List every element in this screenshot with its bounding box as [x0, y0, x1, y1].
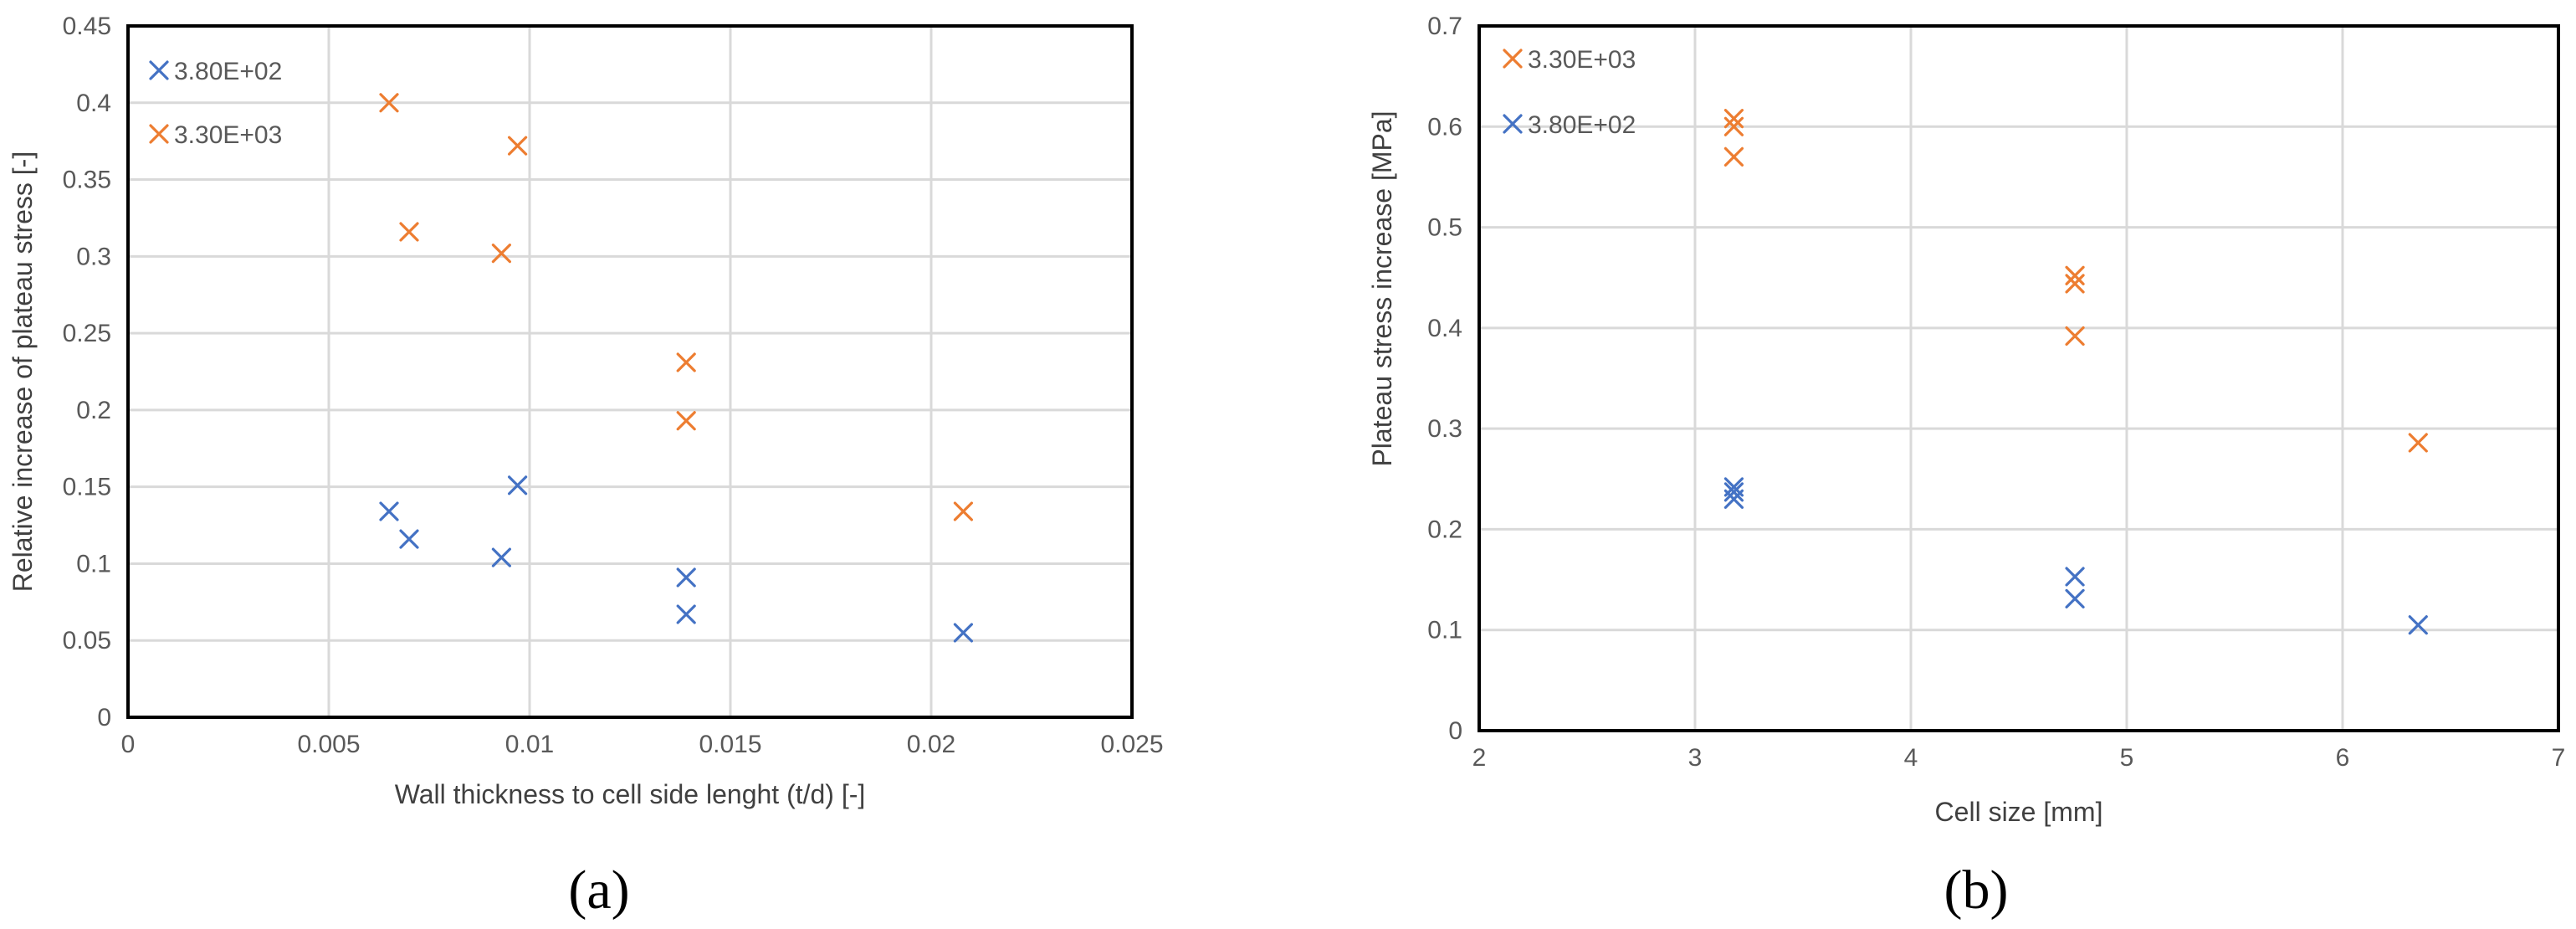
data-point: [953, 501, 973, 521]
data-point: [399, 222, 419, 242]
data-point: [676, 352, 696, 372]
chart-a-y-axis-title: Relative increase of plateau stress [-]: [8, 151, 38, 592]
legend-label: 3.80E+02: [174, 58, 282, 85]
chart-a-plot-frame: [126, 24, 1134, 719]
data-point: [2065, 588, 2085, 609]
data-point: [508, 475, 528, 495]
data-point: [1723, 489, 1744, 509]
y-tick-label: 0.3: [1427, 415, 1462, 443]
x-tick-label: 0.015: [699, 731, 761, 758]
chart-b-ticks: 0 0.1 0.2 0.3 0.4 0.5 0.6 0.7 2 3 4 5 6 7: [1427, 13, 2565, 772]
data-point: [676, 604, 696, 624]
data-point: [1723, 116, 1744, 136]
y-tick-label: 0.05: [63, 627, 111, 654]
y-tick-label: 0.2: [76, 397, 111, 424]
data-point: [2408, 433, 2428, 453]
x-tick-label: 7: [2552, 744, 2566, 772]
x-tick-label: 0.01: [505, 731, 554, 758]
data-point: [399, 529, 419, 549]
x-tick-label: 0: [121, 731, 136, 758]
data-point: [379, 93, 399, 113]
y-tick-label: 0: [97, 704, 111, 731]
data-point: [491, 244, 511, 264]
x-tick-label: 2: [1472, 744, 1487, 772]
data-point: [1723, 146, 1744, 167]
chart-panel-b: 0 0.1 0.2 0.3 0.4 0.5 0.6 0.7 2 3 4 5 6 7 3.30E+03 3.8…: [1367, 13, 2565, 921]
y-tick-label: 0.6: [1427, 113, 1462, 141]
x-tick-label: 5: [2120, 744, 2134, 772]
chart-b-plot-frame: [1477, 24, 2560, 732]
data-point: [508, 136, 528, 156]
data-point: [2065, 265, 2085, 285]
y-tick-label: 0: [1448, 717, 1462, 745]
legend-label: 3.80E+02: [1528, 111, 1636, 139]
data-point: [491, 547, 511, 567]
chart-a-grid: [128, 26, 1132, 717]
chart-a-points: [379, 93, 973, 643]
legend-marker: [149, 60, 169, 80]
y-tick-label: 0.1: [76, 550, 111, 577]
data-point: [2065, 567, 2085, 587]
chart-b-points: [1723, 109, 2428, 635]
legend-marker: [149, 124, 169, 144]
y-tick-label: 0.45: [63, 13, 111, 40]
x-tick-label: 6: [2336, 744, 2350, 772]
y-tick-label: 0.15: [63, 474, 111, 501]
data-point: [2408, 615, 2428, 635]
data-point: [379, 501, 399, 521]
y-tick-label: 0.3: [76, 243, 111, 270]
legend-marker: [1503, 49, 1523, 69]
data-point: [2065, 326, 2085, 346]
y-tick-label: 0.4: [76, 90, 111, 117]
data-point: [953, 623, 973, 643]
chart-b-x-axis-title: Cell size [mm]: [1935, 797, 2103, 827]
y-tick-label: 0.5: [1427, 214, 1462, 242]
chart-a-x-axis-title: Wall thickness to cell side lenght (t/d)…: [395, 779, 866, 809]
chart-b-panel-label: (b): [1944, 860, 2009, 921]
x-tick-label: 4: [1904, 744, 1918, 772]
x-tick-label: 3: [1688, 744, 1703, 772]
chart-b-legend: 3.30E+03 3.80E+02: [1503, 46, 1636, 139]
y-tick-label: 0.35: [63, 167, 111, 194]
chart-b-y-axis-title: Plateau stress increase [MPa]: [1367, 110, 1397, 466]
legend-marker: [1503, 114, 1523, 134]
chart-a-panel-label: (a): [568, 860, 629, 921]
legend-label: 3.30E+03: [1528, 46, 1636, 74]
chart-a-ticks: 0 0.05 0.1 0.15 0.2 0.25 0.3 0.35 0.4 0.45 0 0.005 0…: [63, 13, 1164, 758]
data-point: [676, 411, 696, 431]
y-tick-label: 0.1: [1427, 617, 1462, 644]
chart-a-legend: 3.80E+02 3.30E+03: [149, 58, 282, 149]
data-point: [676, 567, 696, 588]
legend-label: 3.30E+03: [174, 121, 282, 149]
y-tick-label: 0.25: [63, 320, 111, 347]
x-tick-label: 0.025: [1100, 731, 1163, 758]
data-point: [1723, 109, 1744, 129]
y-tick-label: 0.7: [1427, 13, 1462, 40]
x-tick-label: 0.005: [297, 731, 360, 758]
data-point: [1723, 482, 1744, 502]
y-tick-label: 0.4: [1427, 315, 1462, 342]
chart-panel-a: 0 0.05 0.1 0.15 0.2 0.25 0.3 0.35 0.4 0.45 0 0.005 0…: [8, 13, 1164, 921]
y-tick-label: 0.2: [1427, 516, 1462, 543]
x-tick-label: 0.02: [907, 731, 955, 758]
chart-b-grid: [1479, 26, 2558, 731]
data-point: [2065, 274, 2085, 294]
